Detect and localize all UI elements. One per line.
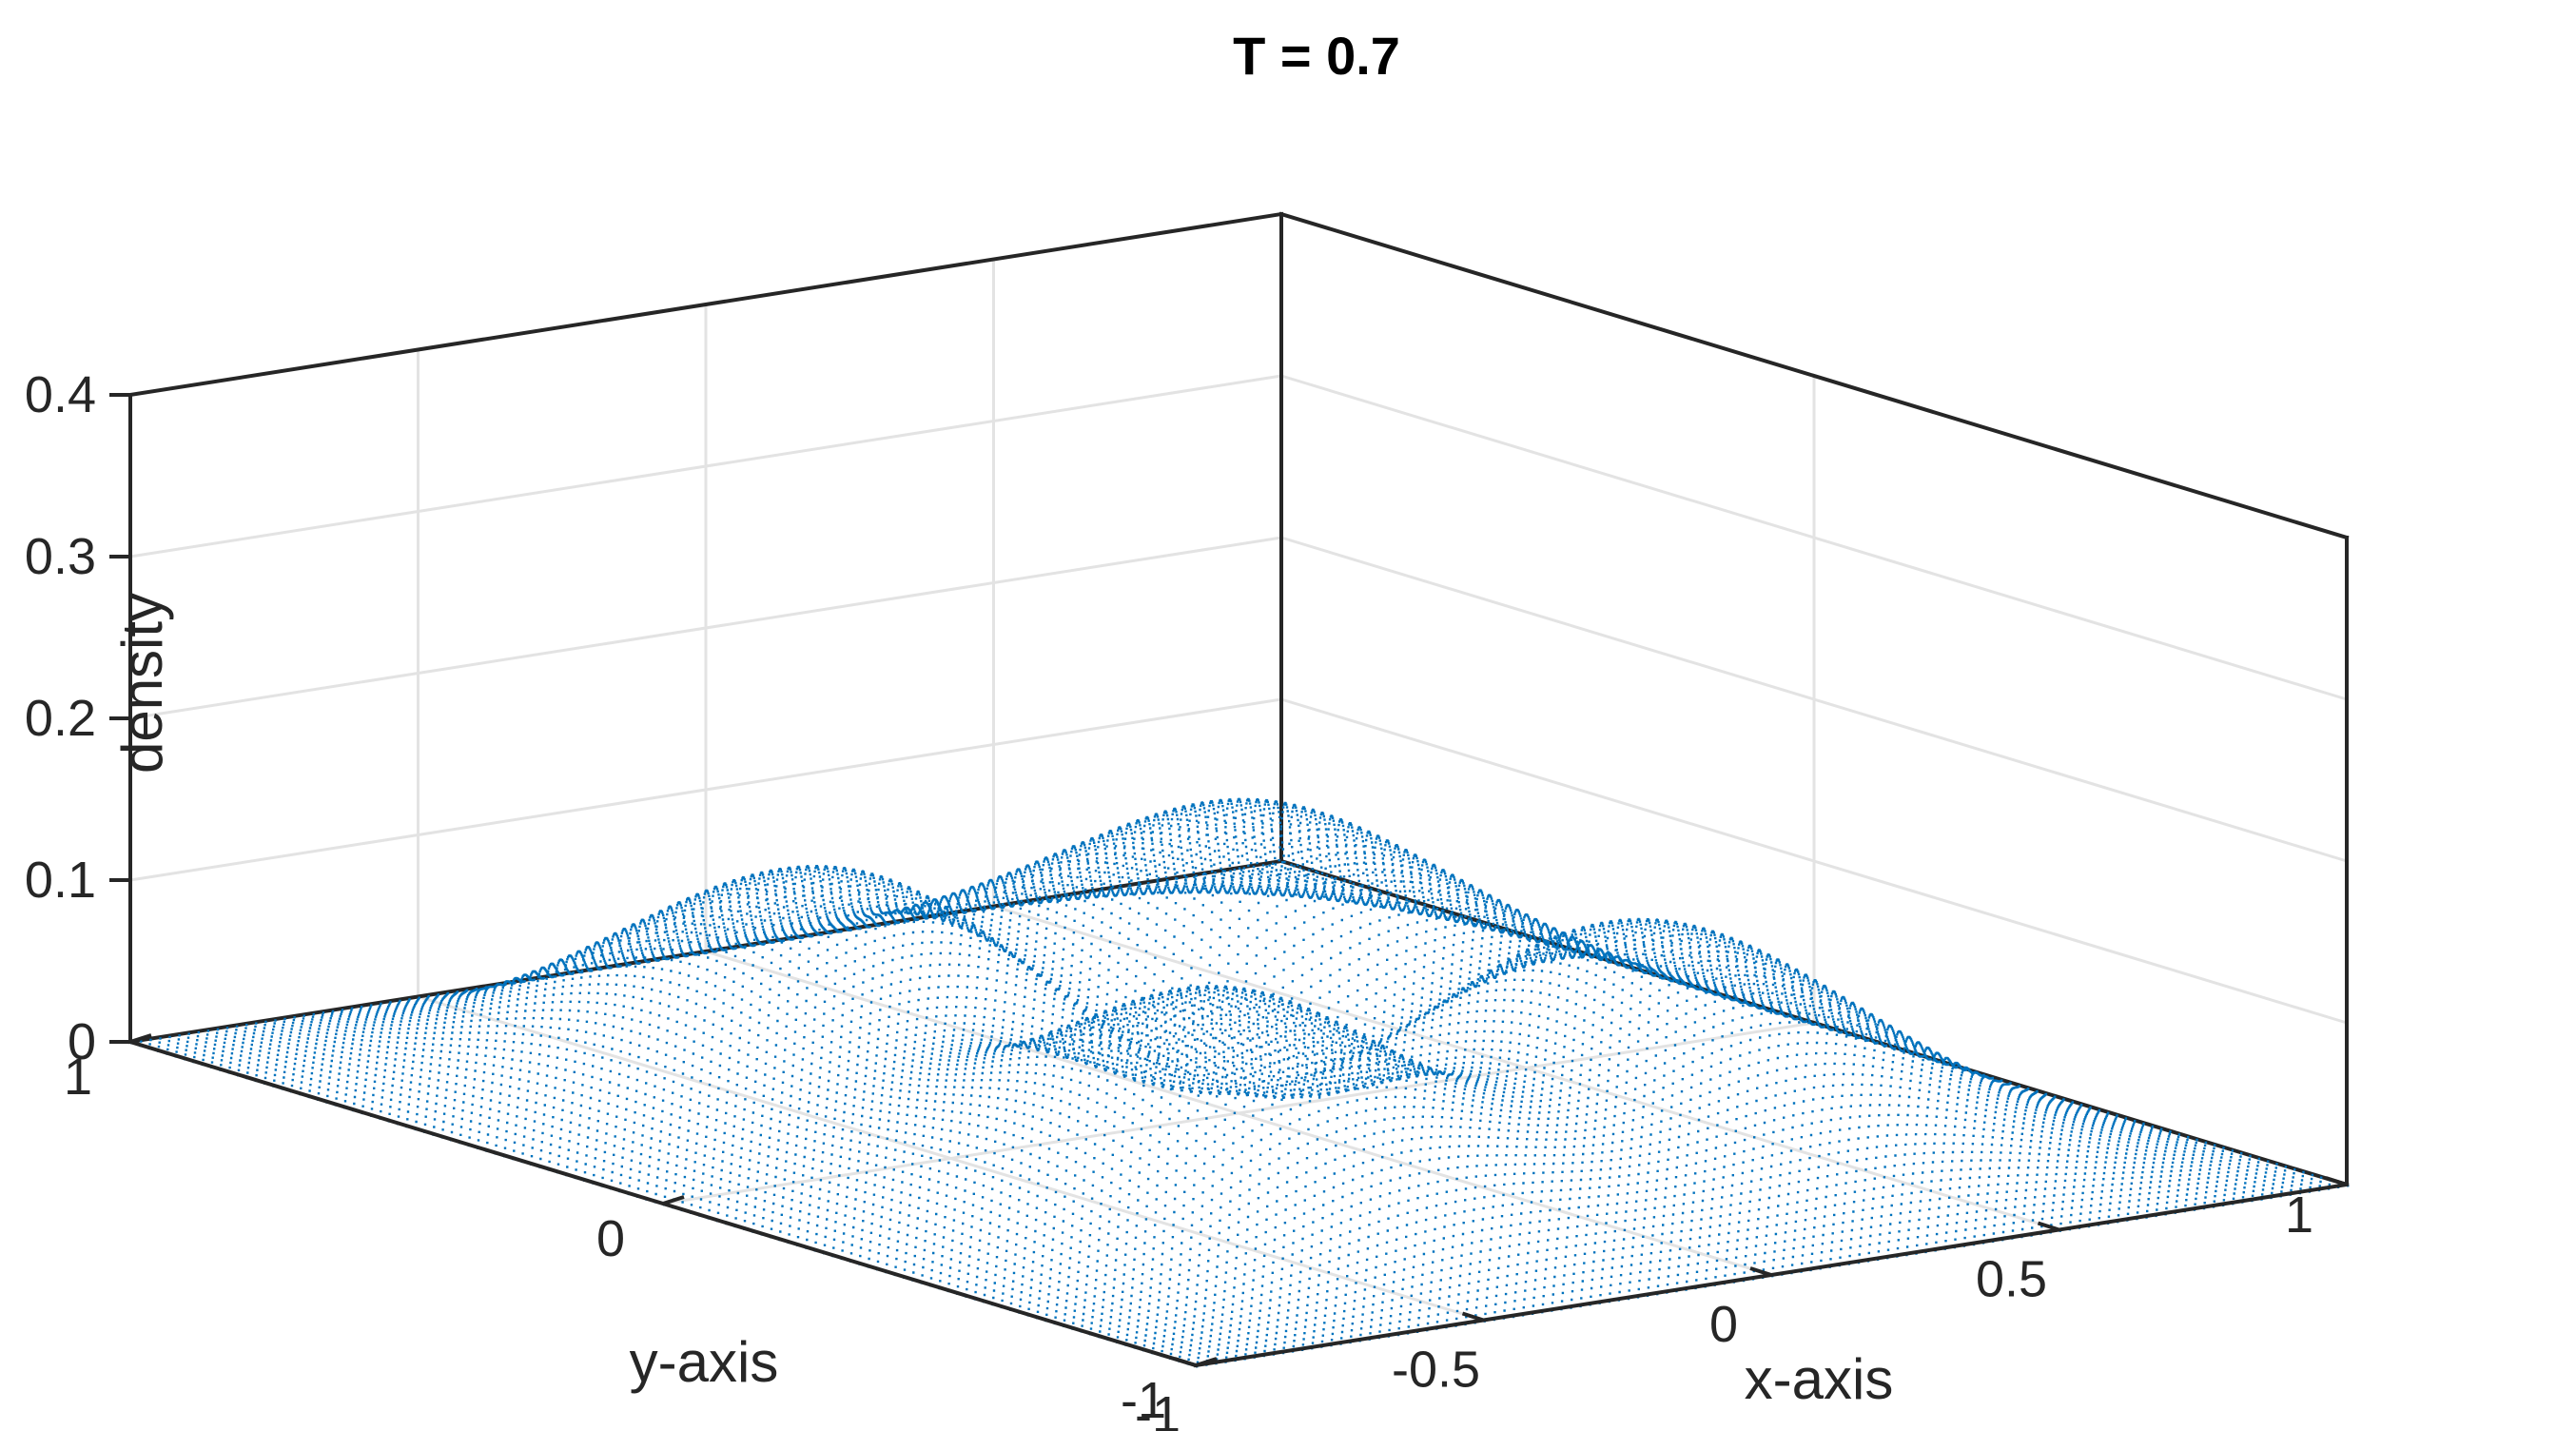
z-tick-label: 0.3 [25,528,96,585]
x-tick-label: -0.5 [1392,1342,1480,1399]
y-tick-label: 1 [64,1049,92,1106]
x-tick-mark [1749,1266,1772,1277]
x-tick-label: 1 [2285,1186,2313,1244]
z-tick-label: 0.2 [25,690,96,747]
y-tick-label: -1 [1121,1372,1166,1429]
x-axis-label: x-axis [1745,1347,1894,1411]
axes-box-back [127,211,2350,1187]
y-tick-mark [129,1033,152,1044]
y-tick-mark [662,1195,685,1206]
z-tick-label: 0.1 [25,852,96,909]
x-tick-mark [2325,1176,2348,1186]
y-axis-label: y-axis [630,1330,779,1394]
x-tick-label: 0.5 [1976,1251,2047,1308]
grid-lines [129,212,2348,1322]
density-surface [130,797,2350,1368]
x-tick-label: -1 [1135,1386,1181,1431]
grid-line-y [662,1021,1815,1206]
surface-points [130,797,2350,1368]
y-tick-label: 0 [596,1210,625,1267]
x-tick-mark [2037,1221,2060,1232]
x-tick-mark [1461,1311,1485,1323]
z-tick-label: 0 [68,1013,96,1070]
z-tick-label: 0.4 [25,366,96,423]
chart-title: T = 0.7 [1233,26,1400,86]
x-tick-mark [1174,1357,1197,1367]
box-edge [1278,211,2350,540]
z-axis-label: density [110,593,174,774]
x-tick-label: 0 [1709,1296,1738,1353]
y-tick-mark [1195,1357,1218,1367]
box-edge [127,211,1284,398]
